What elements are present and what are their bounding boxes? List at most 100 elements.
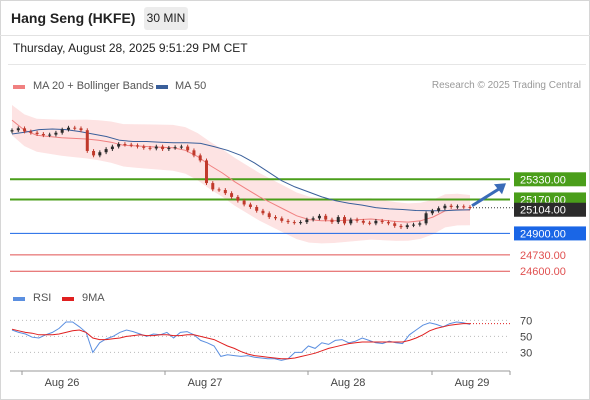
candle-body [336,217,340,223]
candle-body [292,222,296,224]
candle-body [455,206,459,208]
candle-body [368,222,372,224]
candle-body [161,146,165,150]
candle-body [60,129,64,133]
candle-body [29,131,33,133]
candle-body [355,219,359,221]
level-label-box [514,202,586,217]
candle-body [16,128,20,131]
candle-body [104,149,108,153]
candle-body [418,223,422,225]
candle-body [286,220,290,223]
rsi-tick-label: 70 [520,315,532,327]
candle-body [186,146,190,151]
candle-body [79,128,83,131]
candle-body [430,210,434,214]
level-label: 25330.00 [520,174,566,186]
candle-body [148,147,152,149]
forecast-arrow-shaft [471,187,501,208]
ma50-legend-label: MA 50 [175,80,207,92]
chart-title: Hang Seng (HKFE) [11,10,136,26]
candle-body [23,128,27,132]
rsi-legend-swatch [13,297,25,301]
candle-body [405,225,409,228]
candle-body [10,130,14,132]
x-tick-label: Aug 26 [45,377,80,389]
x-tick-label: Aug 29 [455,377,490,389]
candle-body [361,220,365,223]
candle-body [374,220,378,224]
candle-body [443,205,447,209]
candle-body [255,206,259,211]
candle-body [230,193,234,197]
candle-body [41,133,45,136]
candle-body [54,132,58,135]
level-label: 24600.00 [520,266,566,278]
candle-body [386,222,390,224]
candle-body [98,152,102,156]
candle-body [324,215,328,220]
candle-body [142,146,146,148]
candle-body [179,146,183,148]
candle-body [123,144,127,146]
candle-body [242,200,246,205]
level-label: 25104.00 [520,205,566,217]
rsi-ma-legend-swatch [62,297,74,301]
candle-body [73,127,77,129]
candle-body [167,147,171,150]
level-label: 24730.00 [520,250,566,262]
candle-body [424,213,428,224]
candle-body [204,160,208,184]
candle-body [110,146,114,150]
candle-body [117,144,121,147]
candle-body [85,130,89,151]
bollinger-legend-label: MA 20 + Bollinger Bands [33,80,154,92]
candle-body [299,222,303,224]
candle-body [66,127,70,130]
candle-body [449,205,453,207]
candle-body [349,219,353,224]
copyright: Research © 2025 Trading Central [431,80,581,91]
candle-body [223,190,227,194]
candle-body [267,213,271,218]
timestamp: Thursday, August 28, 2025 9:51:29 PM CET [13,41,248,55]
candle-body [248,204,252,207]
candle-body [468,206,472,208]
candle-body [280,218,284,221]
rsi-ma-legend-label: 9MA [82,292,105,304]
candle-body [261,210,265,214]
level-label-box [514,172,586,187]
x-tick-label: Aug 27 [188,377,223,389]
candle-body [129,144,133,146]
rsi-series-0 [11,321,471,361]
rsi-legend-label: RSI [33,292,52,304]
candle-body [154,146,158,149]
candle-body [274,217,278,219]
candle-body [399,225,403,228]
candle-body [211,183,215,190]
x-tick-label: Aug 28 [331,377,366,389]
candle-body [343,217,347,224]
candle-body [92,150,96,156]
ma50-legend-swatch [156,85,168,89]
candle-body [380,220,384,223]
candle-body [236,196,240,201]
candle-body [317,215,321,219]
candle-body [198,155,202,161]
rsi-tick-label: 30 [520,347,532,359]
candle-body [393,223,397,226]
candles-group [10,125,472,230]
candle-body [462,206,466,208]
candle-body [135,145,139,147]
candle-body [48,134,52,136]
header-divider [0,35,590,36]
candle-body [437,208,441,211]
candle-body [305,219,309,223]
rsi-tick-label: 50 [520,331,532,343]
rsi-series-1 [11,323,470,360]
bollinger-legend-swatch [13,85,25,89]
forecast-arrow-head [494,183,506,195]
level-label: 24900.00 [520,228,566,240]
timeframe-button[interactable]: 30 MIN [144,7,188,30]
